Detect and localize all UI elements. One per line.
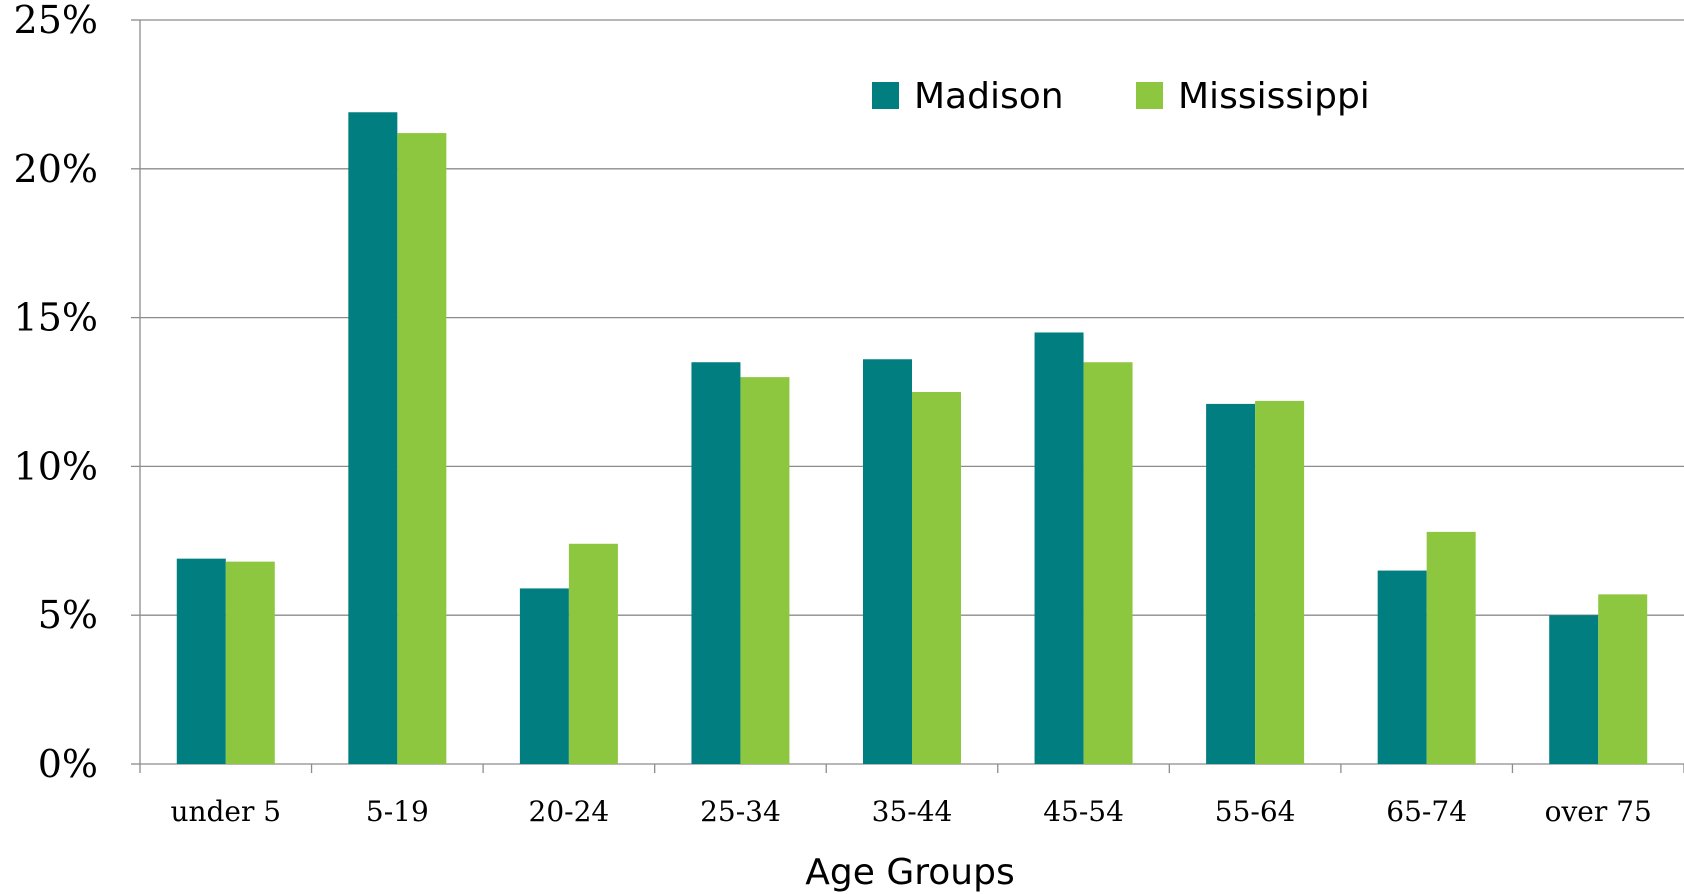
bar-mississippi-under-5 [225,561,275,764]
y-tick-label: 25% [14,0,98,42]
bar-madison-45-54 [1034,332,1084,764]
bar-mississippi-65-74 [1426,531,1476,764]
bar-madison-5-19 [348,112,398,765]
bar-madison-55-64 [1206,403,1256,764]
bar-mississippi-45-54 [1083,362,1133,764]
bar-madison-20-24 [519,588,569,764]
x-tick-label: 20-24 [529,795,610,828]
legend-swatch-madison [872,82,899,109]
legend: Madison Mississippi [872,76,1370,117]
x-tick-label: 25-34 [700,795,781,828]
y-tick-label: 0% [38,742,98,786]
bar-madison-65-74 [1377,570,1427,764]
legend-label-madison: Madison [914,76,1064,117]
bar-madison-under-5 [176,558,226,764]
y-tick-label: 20% [14,147,98,191]
bar-mississippi-over-75 [1598,594,1648,764]
x-tick-label: 5-19 [366,795,429,828]
bar-mississippi-55-64 [1255,400,1305,764]
x-tick-label: 35-44 [872,795,953,828]
x-tick-label: under 5 [170,795,281,828]
y-tick-label: 15% [14,296,98,340]
bars [176,112,1648,765]
x-tick-label: 45-54 [1043,795,1124,828]
y-tick-label: 10% [14,444,98,488]
legend-swatch-mississippi [1136,82,1163,109]
x-tick-label: 65-74 [1386,795,1467,828]
x-tick-label: 55-64 [1215,795,1296,828]
x-tick-labels: under 5 5-19 20-24 25-34 35-44 45-54 55-64 65-7… [170,795,1651,828]
bar-madison-35-44 [863,359,912,764]
x-axis-title: Age Groups [805,852,1014,893]
y-tick-label: 5% [38,593,98,637]
bar-mississippi-35-44 [912,392,961,764]
y-tick-labels: 0% 5% 10% 15% 20% 25% [14,0,98,786]
bar-mississippi-20-24 [568,543,618,764]
x-tick-label: over 75 [1545,795,1652,828]
bar-mississippi-5-19 [397,133,447,764]
bar-madison-25-34 [691,362,741,764]
legend-label-mississippi: Mississippi [1178,76,1370,117]
bar-mississippi-25-34 [740,377,790,764]
bar-madison-over-75 [1549,615,1599,764]
